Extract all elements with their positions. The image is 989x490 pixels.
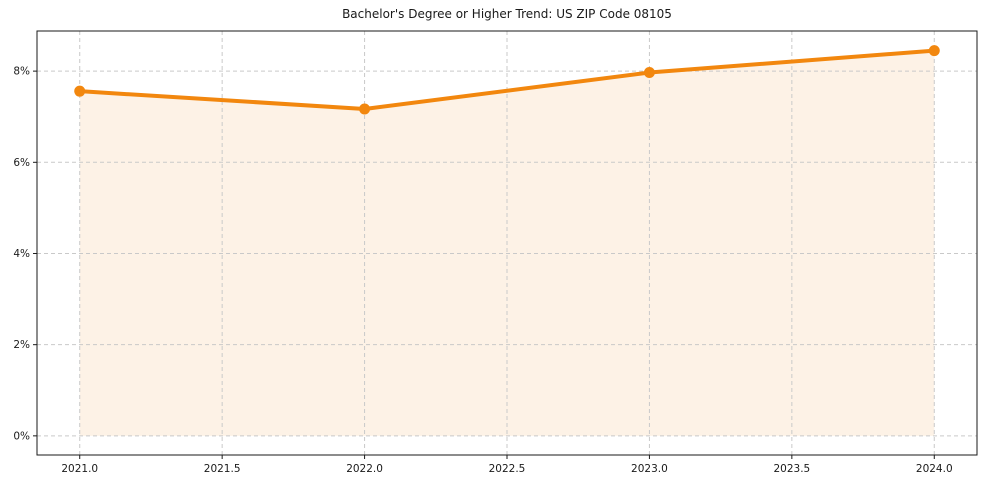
x-tick-label: 2023.0 [631, 463, 668, 475]
trend-line [77, 48, 937, 111]
y-tick-label: 6% [13, 157, 30, 169]
x-tick-label: 2021.5 [204, 463, 241, 475]
x-tick-label: 2024.0 [916, 463, 953, 475]
y-tick-label: 0% [13, 430, 30, 442]
data-point-marker [928, 45, 940, 57]
x-tick-label: 2022.5 [489, 463, 526, 475]
data-point-marker [74, 85, 86, 97]
y-tick-label: 2% [13, 339, 30, 351]
x-tick-label: 2023.5 [773, 463, 810, 475]
y-tick-label: 8% [13, 66, 30, 78]
data-point-marker [643, 66, 655, 78]
data-point-marker [359, 103, 371, 115]
y-tick-label: 4% [13, 248, 30, 260]
x-tick-label: 2021.0 [61, 463, 98, 475]
x-tick-label: 2022.0 [346, 463, 383, 475]
chart-title: Bachelor's Degree or Higher Trend: US ZI… [342, 7, 672, 21]
